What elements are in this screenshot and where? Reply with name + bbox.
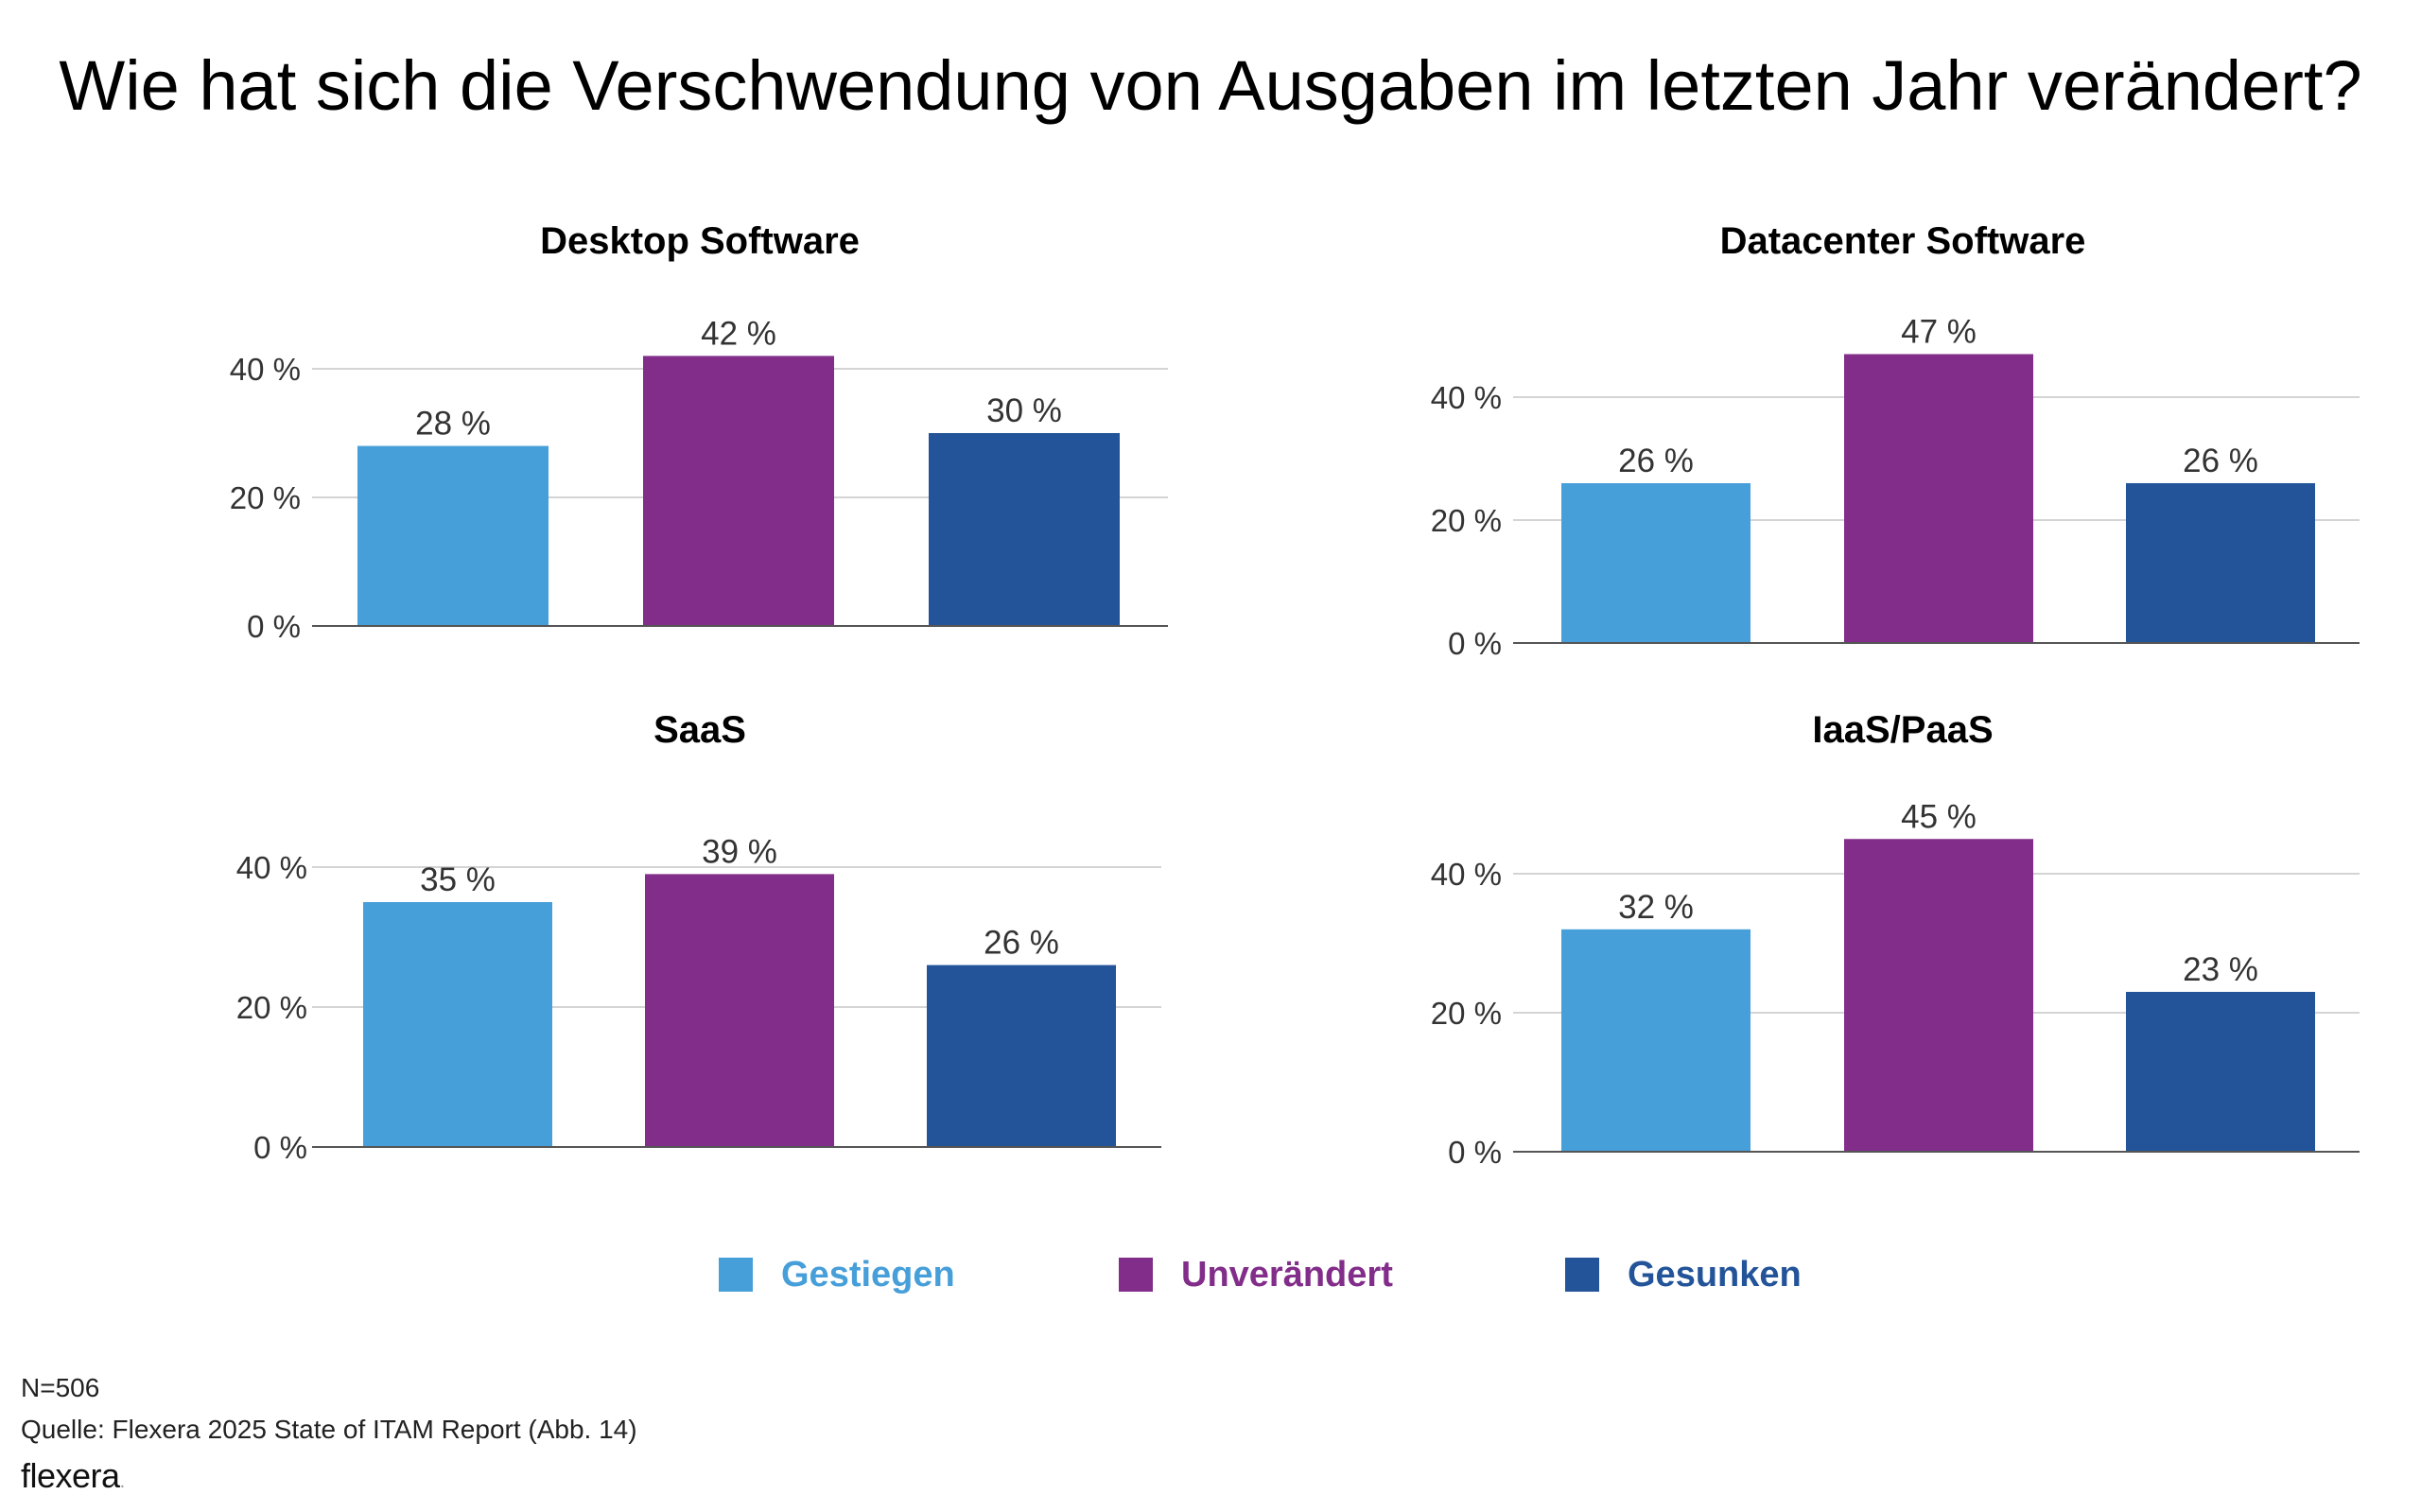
chart-iaas-paas: IaaS/PaaS 0 % 20 % 40 % 32 % 45 % 23 % [1431, 709, 2360, 1170]
y-tick-label: 40 % [1431, 380, 1502, 415]
data-label-unveraendert: 45 % [1901, 798, 1977, 835]
data-label-gesunken: 26 % [984, 925, 1059, 962]
y-tick-label: 20 % [1431, 503, 1502, 538]
chart-title: Desktop Software [540, 220, 860, 262]
data-label-gestiegen: 26 % [1618, 443, 1694, 479]
y-tick-label: 20 % [236, 990, 307, 1025]
bar-unveraendert [645, 874, 834, 1147]
legend-item-unveraendert: Unverändert [1119, 1246, 1393, 1303]
y-tick-label: 20 % [1431, 996, 1502, 1031]
data-label-gesunken: 23 % [2183, 951, 2258, 988]
legend-label-gestiegen: Gestiegen [781, 1254, 955, 1295]
y-tick-label: 0 % [1448, 626, 1502, 661]
data-label-gesunken: 30 % [986, 392, 1062, 429]
bar-gestiegen [363, 902, 552, 1147]
y-tick-label: 0 % [1448, 1135, 1502, 1170]
chart-saas: SaaS 0 % 20 % 40 % 35 % 39 % 26 % [236, 709, 1161, 1165]
bar-unveraendert [1844, 839, 2033, 1152]
legend: Gestiegen Unverändert Gesunken [0, 1246, 2421, 1303]
chart-title: IaaS/PaaS [1812, 709, 1993, 751]
page-title: Wie hat sich die Verschwendung von Ausga… [59, 46, 2362, 125]
legend-swatch-unveraendert [1119, 1258, 1153, 1292]
data-label-gesunken: 26 % [2183, 443, 2258, 479]
legend-item-gesunken: Gesunken [1565, 1246, 1802, 1303]
bar-gestiegen [1561, 483, 1750, 643]
logo-text: flexera [21, 1456, 120, 1495]
chart-datacenter-software: Datacenter Software 0 % 20 % 40 % 26 % 47 % 26… [1431, 220, 2360, 661]
bar-gesunken [2126, 483, 2315, 643]
y-tick-label: 40 % [230, 352, 301, 387]
legend-label-gesunken: Gesunken [1628, 1254, 1802, 1295]
legend-label-unveraendert: Unverändert [1181, 1254, 1393, 1295]
y-tick-label: 40 % [1431, 857, 1502, 892]
legend-item-gestiegen: Gestiegen [719, 1246, 955, 1303]
data-label-unveraendert: 39 % [702, 833, 777, 870]
bar-gestiegen [1561, 929, 1750, 1152]
data-label-gestiegen: 32 % [1618, 889, 1694, 926]
data-label-gestiegen: 35 % [420, 861, 496, 898]
data-label-gestiegen: 28 % [415, 406, 491, 443]
bar-gesunken [929, 433, 1120, 626]
chart-title: Datacenter Software [1720, 220, 2086, 262]
bar-unveraendert [643, 356, 834, 626]
bar-gesunken [2126, 991, 2315, 1152]
sample-size: N=506 [21, 1373, 100, 1402]
y-tick-label: 0 % [247, 609, 301, 644]
source-note: Quelle: Flexera 2025 State of ITAM Repor… [21, 1415, 637, 1444]
bar-gesunken [927, 965, 1116, 1147]
legend-swatch-gestiegen [719, 1258, 753, 1292]
flexera-logo: flexera. [21, 1456, 125, 1496]
data-label-unveraendert: 47 % [1901, 314, 1977, 351]
bar-unveraendert [1844, 354, 2033, 643]
bar-gestiegen [357, 445, 549, 626]
y-tick-label: 40 % [236, 850, 307, 885]
chart-desktop-software: Desktop Software 0 % 20 % 40 % 28 % 42 % 30 % [230, 220, 1168, 644]
y-tick-label: 20 % [230, 480, 301, 515]
y-tick-label: 0 % [253, 1130, 307, 1165]
data-label-unveraendert: 42 % [701, 315, 776, 352]
logo-dot: . [119, 1471, 126, 1492]
chart-title: SaaS [653, 709, 746, 751]
legend-swatch-gesunken [1565, 1258, 1599, 1292]
